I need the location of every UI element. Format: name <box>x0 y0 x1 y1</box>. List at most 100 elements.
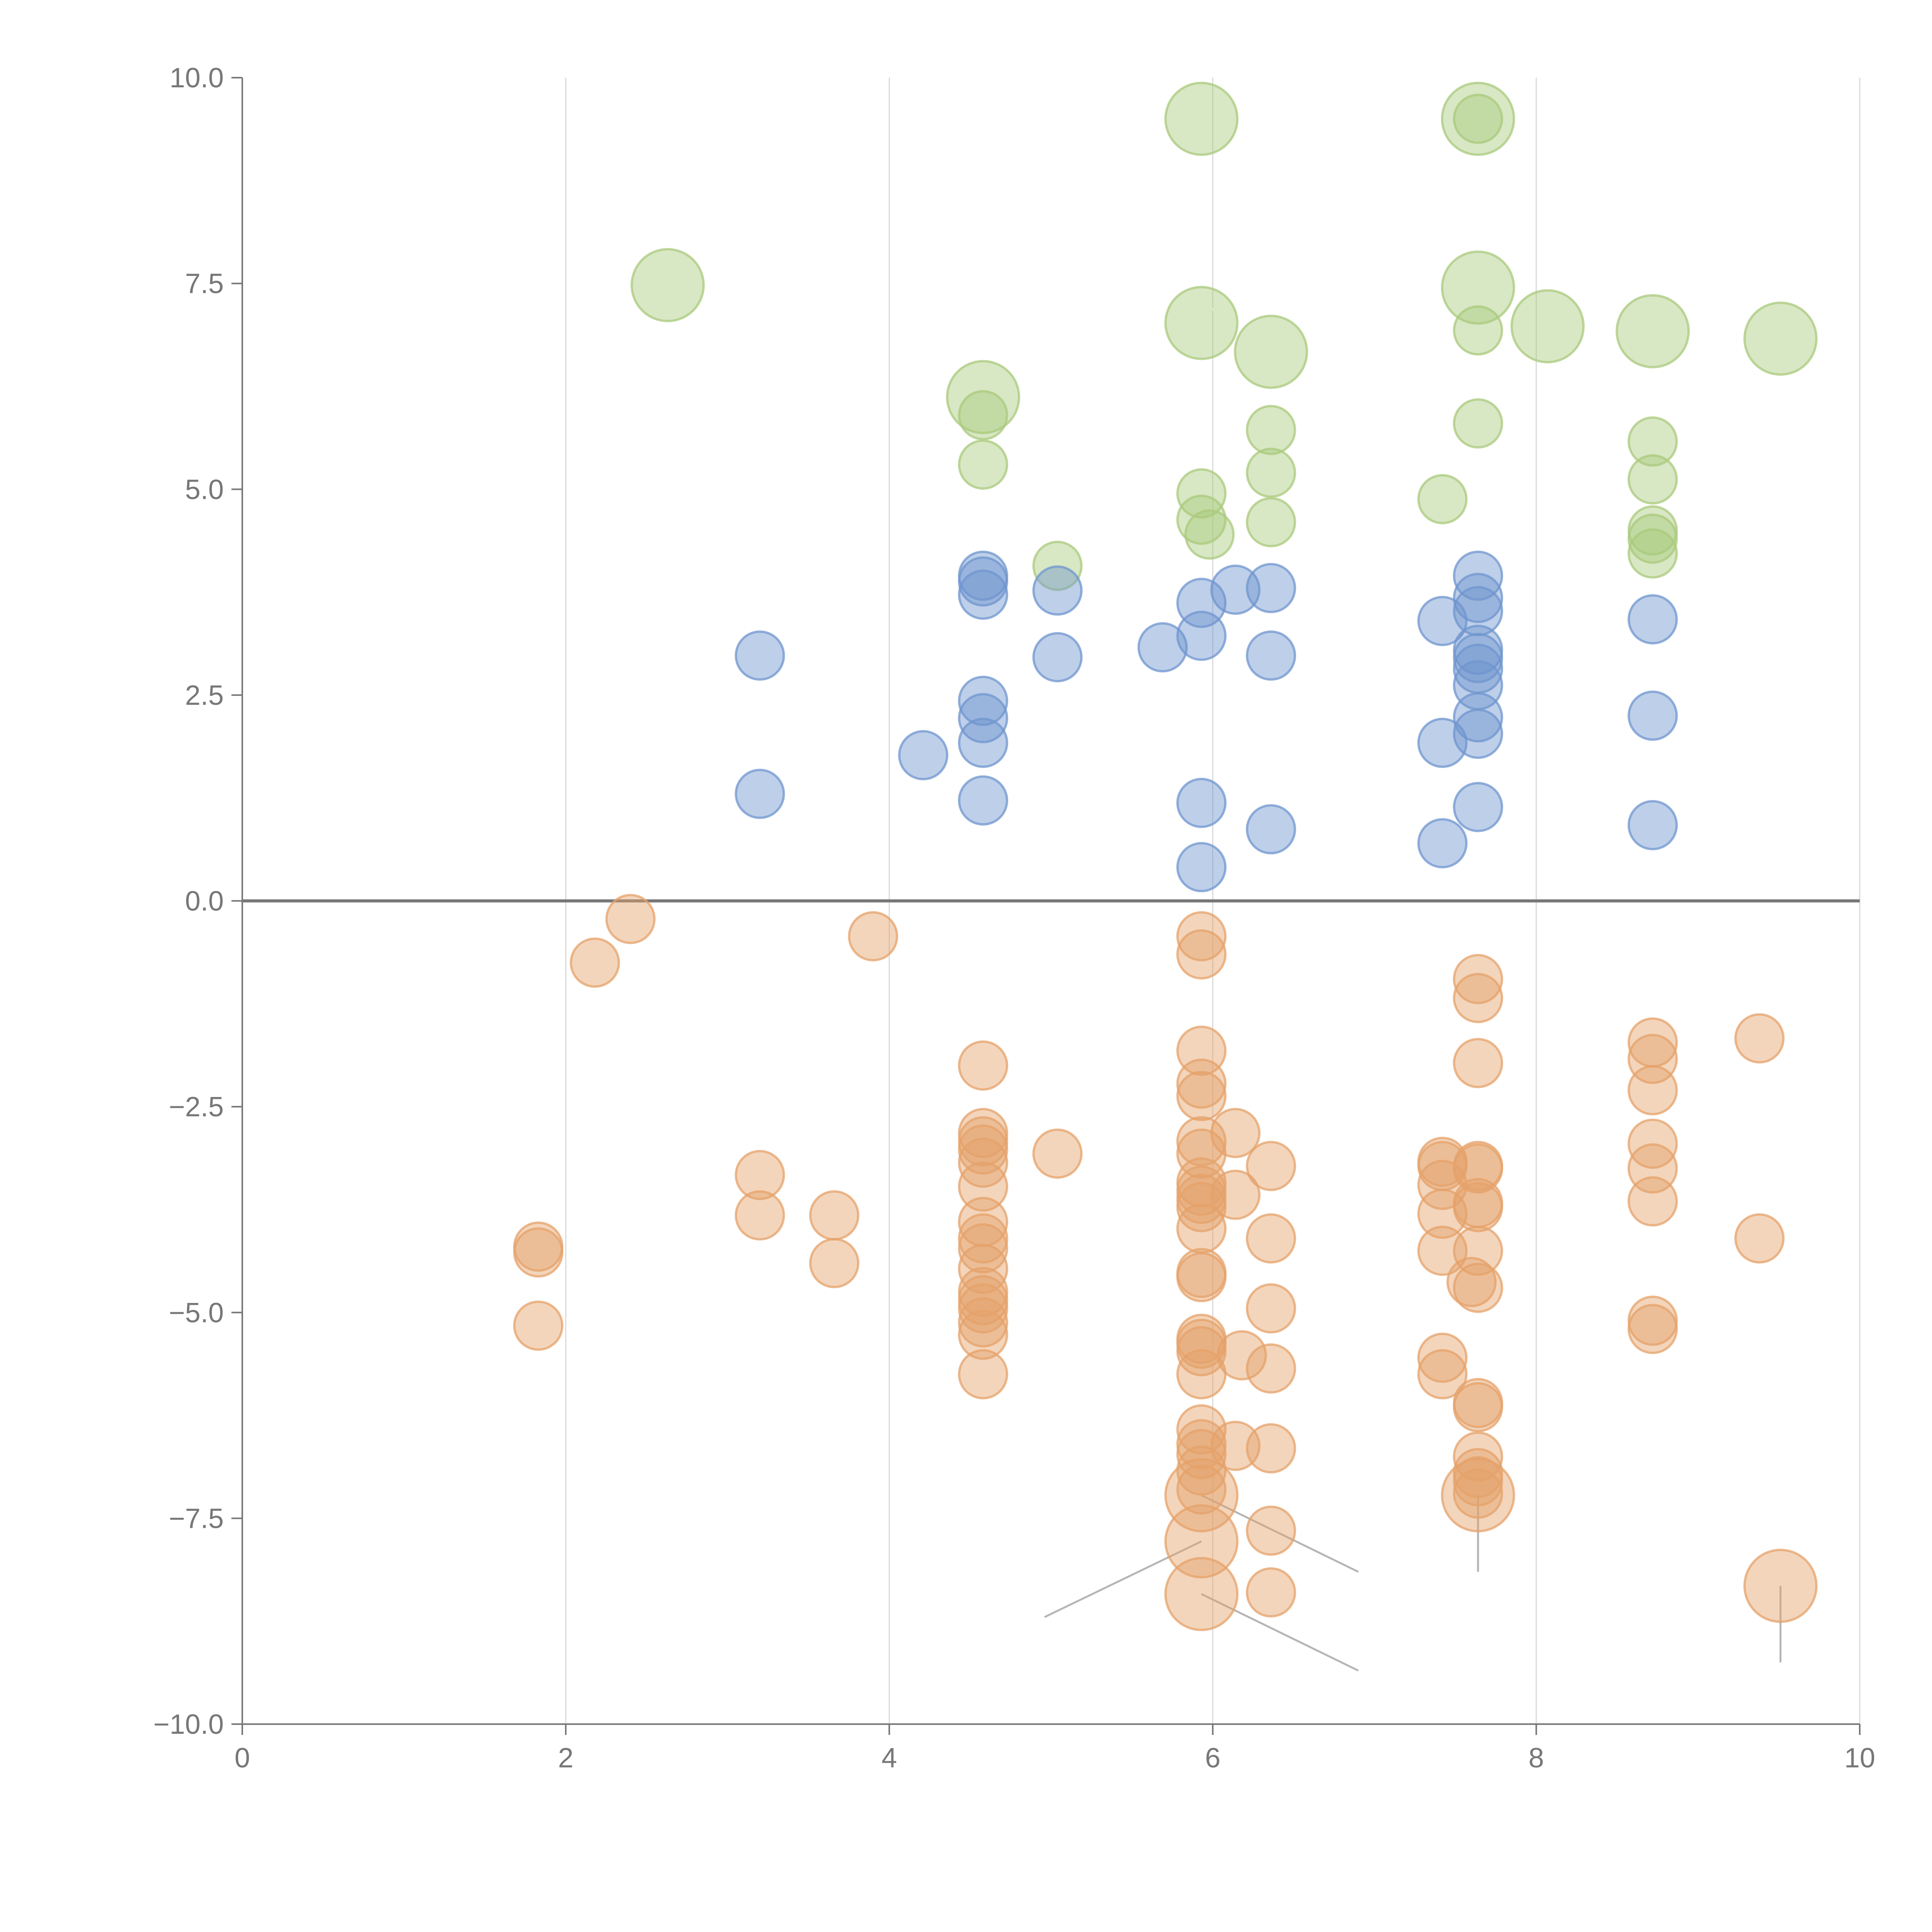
data-point-orange[interactable] <box>513 1227 564 1278</box>
data-point-blue[interactable] <box>1176 842 1227 893</box>
data-point-green[interactable] <box>1453 305 1503 356</box>
data-point-orange[interactable] <box>1453 973 1503 1023</box>
data-point-green[interactable] <box>1628 454 1678 505</box>
data-point-blue[interactable] <box>1628 594 1678 645</box>
data-point-orange[interactable] <box>1734 1013 1785 1064</box>
data-point-green[interactable] <box>958 439 1009 490</box>
data-point-orange[interactable] <box>1743 1549 1818 1623</box>
data-point-orange[interactable] <box>1453 1382 1503 1432</box>
data-point-green[interactable] <box>1441 250 1515 325</box>
data-point-orange[interactable] <box>1176 1116 1227 1167</box>
data-point-orange[interactable] <box>1210 1170 1261 1220</box>
data-point-blue[interactable] <box>1176 777 1227 828</box>
data-point-blue[interactable] <box>1032 565 1083 616</box>
data-point-blue[interactable] <box>1210 565 1261 615</box>
data-point-green[interactable] <box>1510 289 1585 364</box>
data-point-orange[interactable] <box>1453 1038 1503 1088</box>
data-point-blue[interactable] <box>1453 692 1503 743</box>
data-point-green[interactable] <box>958 390 1009 440</box>
data-point-orange[interactable] <box>1417 1225 1468 1276</box>
data-point-orange[interactable] <box>1210 1420 1261 1471</box>
data-point-blue[interactable] <box>1453 709 1503 759</box>
data-point-orange[interactable] <box>1446 1257 1497 1307</box>
data-point-orange[interactable] <box>570 937 620 988</box>
data-point-green[interactable] <box>1176 468 1227 519</box>
data-point-green[interactable] <box>630 248 705 322</box>
data-point-blue[interactable] <box>958 556 1009 607</box>
data-point-green[interactable] <box>1246 447 1296 498</box>
data-point-blue[interactable] <box>958 675 1009 726</box>
data-point-orange[interactable] <box>1246 1567 1296 1618</box>
data-point-blue[interactable] <box>1246 563 1296 613</box>
data-point-orange[interactable] <box>1246 1141 1296 1191</box>
data-point-green[interactable] <box>1441 82 1515 156</box>
data-point-blue[interactable] <box>1032 632 1083 682</box>
data-point-orange[interactable] <box>1453 1456 1503 1507</box>
data-point-blue[interactable] <box>1137 622 1188 673</box>
data-point-orange[interactable] <box>1246 1213 1296 1264</box>
data-point-green[interactable] <box>946 360 1020 434</box>
data-point-green[interactable] <box>1176 495 1227 545</box>
data-point-orange[interactable] <box>735 1150 785 1200</box>
data-point-blue[interactable] <box>1453 782 1503 832</box>
data-point-orange[interactable] <box>1176 929 1227 980</box>
data-point-orange[interactable] <box>958 1124 1009 1175</box>
data-point-blue[interactable] <box>898 730 949 781</box>
data-point-green[interactable] <box>1616 294 1690 369</box>
data-point-green[interactable] <box>1628 528 1678 579</box>
data-point-blue[interactable] <box>958 775 1009 826</box>
data-point-blue[interactable] <box>1628 690 1678 741</box>
data-point-blue[interactable] <box>1453 633 1503 684</box>
data-point-orange[interactable] <box>1246 1423 1296 1474</box>
data-point-green[interactable] <box>1164 82 1239 156</box>
data-point-blue[interactable] <box>958 569 1009 620</box>
data-point-orange[interactable] <box>1032 1128 1083 1179</box>
data-point-orange[interactable] <box>1453 954 1503 1004</box>
data-point-green[interactable] <box>1628 514 1678 564</box>
data-point-orange[interactable] <box>735 1190 785 1241</box>
data-point-orange[interactable] <box>1176 1252 1227 1303</box>
data-point-orange[interactable] <box>1164 1504 1239 1579</box>
data-point-orange[interactable] <box>809 1190 860 1241</box>
data-point-orange[interactable] <box>1164 1557 1239 1631</box>
data-point-orange[interactable] <box>605 894 656 944</box>
data-point-orange[interactable] <box>958 1283 1009 1334</box>
data-point-orange[interactable] <box>1176 1429 1227 1480</box>
data-point-orange[interactable] <box>958 1310 1009 1360</box>
data-point-orange[interactable] <box>1176 1058 1227 1109</box>
data-point-orange[interactable] <box>1453 1225 1503 1276</box>
data-point-orange[interactable] <box>1246 1343 1296 1394</box>
data-point-green[interactable] <box>1453 94 1503 144</box>
data-point-blue[interactable] <box>1246 804 1296 855</box>
data-point-orange[interactable] <box>513 1300 564 1351</box>
data-point-orange[interactable] <box>1216 1330 1267 1381</box>
data-point-orange[interactable] <box>1453 1262 1503 1313</box>
data-point-orange[interactable] <box>1417 1332 1468 1383</box>
data-point-orange[interactable] <box>1628 1065 1678 1116</box>
data-point-orange[interactable] <box>1453 1143 1503 1194</box>
data-point-orange[interactable] <box>1628 1176 1678 1227</box>
data-point-orange[interactable] <box>1246 1283 1296 1334</box>
data-point-orange[interactable] <box>958 1349 1009 1400</box>
data-point-orange[interactable] <box>1176 1464 1227 1515</box>
data-point-blue[interactable] <box>1417 818 1468 869</box>
data-point-orange[interactable] <box>1176 911 1227 962</box>
data-point-blue[interactable] <box>1453 550 1503 601</box>
data-point-orange[interactable] <box>1210 1108 1261 1158</box>
data-point-green[interactable] <box>1246 405 1296 455</box>
data-point-orange[interactable] <box>1628 1034 1678 1084</box>
data-point-green[interactable] <box>1417 474 1468 524</box>
data-point-green[interactable] <box>1164 286 1239 360</box>
data-point-blue[interactable] <box>1246 630 1296 681</box>
data-point-green[interactable] <box>1453 398 1503 449</box>
data-point-green[interactable] <box>1628 416 1678 467</box>
data-point-orange[interactable] <box>1176 1182 1227 1233</box>
data-point-blue[interactable] <box>958 718 1009 768</box>
data-point-orange[interactable] <box>958 1223 1009 1274</box>
data-point-orange[interactable] <box>1417 1349 1468 1400</box>
data-point-orange[interactable] <box>1176 1445 1227 1496</box>
data-point-orange[interactable] <box>848 911 898 962</box>
data-point-green[interactable] <box>1184 509 1235 560</box>
data-point-green[interactable] <box>1246 497 1296 548</box>
data-point-orange[interactable] <box>958 1297 1009 1348</box>
